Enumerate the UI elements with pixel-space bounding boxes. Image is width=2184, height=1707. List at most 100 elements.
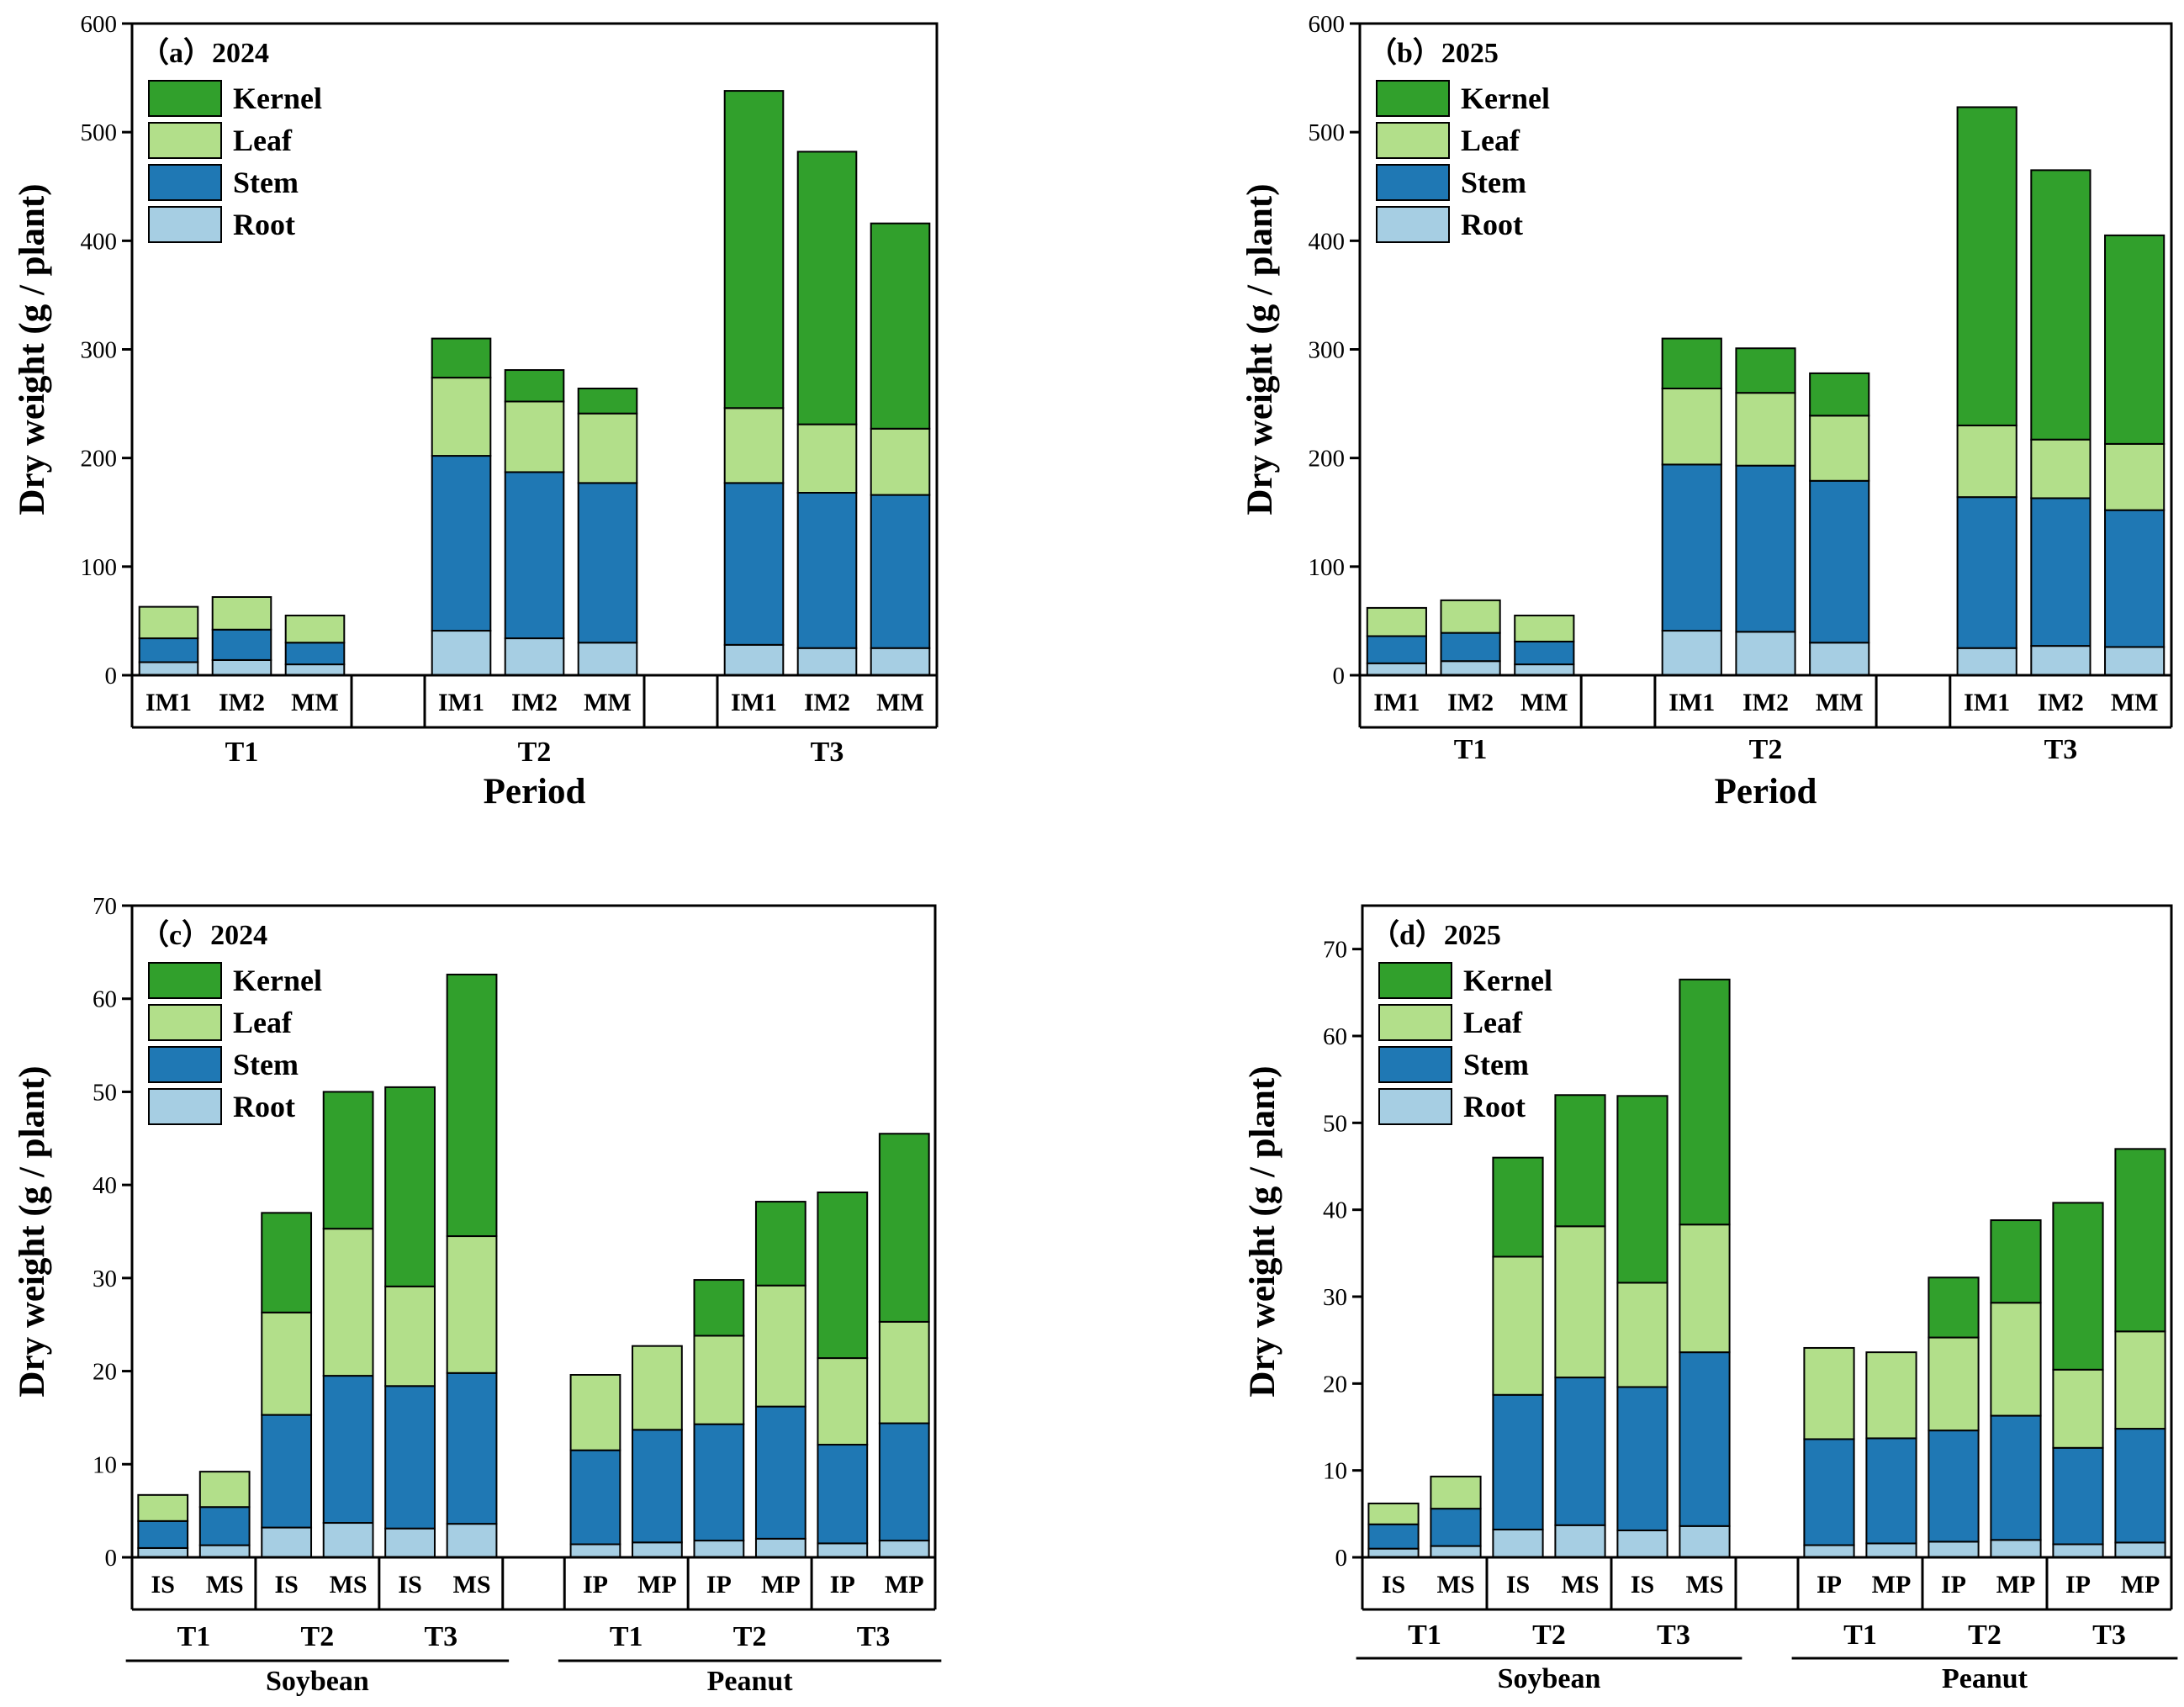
bar-segment-kernel	[1809, 372, 1870, 417]
plot-frame	[1361, 904, 2173, 1559]
legend: Kernel Leaf Stem Root	[148, 962, 322, 1125]
bar-segment-root	[384, 1527, 436, 1559]
group-label: T2	[1968, 1620, 2002, 1651]
bar-segment-root	[198, 1544, 251, 1559]
bar-segment-stem	[878, 1422, 930, 1542]
bar-segment-leaf	[1440, 599, 1501, 634]
category-label: MP	[1872, 1571, 1912, 1599]
bar-segment-leaf	[198, 1471, 251, 1509]
bar-segment-kernel	[446, 973, 498, 1238]
category-label: IP	[583, 1571, 608, 1599]
category-label: IM1	[1373, 689, 1420, 716]
category-label: MM	[291, 689, 339, 716]
group-label: T2	[1749, 734, 1783, 765]
group-label: T2	[1532, 1620, 1566, 1651]
bar-segment-stem	[211, 628, 272, 661]
y-tick-label: 50	[93, 1079, 117, 1106]
bar-segment-stem	[384, 1385, 436, 1530]
group-label: T1	[1454, 734, 1488, 765]
bar-segment-kernel	[2104, 234, 2165, 445]
y-tick-label: 600	[81, 11, 118, 38]
bar-segment-stem	[137, 1519, 189, 1549]
category-label: IM2	[1742, 689, 1789, 716]
bar-segment-root	[1735, 631, 1796, 676]
bar-segment-root	[569, 1543, 621, 1558]
bar-segment-root	[1679, 1525, 1731, 1559]
group-label: T3	[2092, 1620, 2126, 1651]
y-tick-label: 500	[1309, 119, 1346, 146]
category-label: IM1	[438, 689, 484, 716]
bar-segment-stem	[693, 1423, 745, 1542]
bar-segment-root	[2114, 1541, 2166, 1559]
bar-segment-stem	[796, 492, 858, 649]
bar-segment-leaf	[1492, 1255, 1544, 1396]
group-label: T2	[733, 1621, 767, 1652]
bar-segment-stem	[1679, 1351, 1731, 1527]
bar-segment-leaf	[693, 1334, 745, 1425]
bar-segment-leaf	[2052, 1368, 2104, 1449]
bar-segment-leaf	[632, 1345, 683, 1431]
crop-label: Peanut	[1942, 1663, 2028, 1694]
bar-segment-leaf	[211, 596, 272, 631]
bar-segment-stem	[504, 471, 565, 640]
bar-segment-root	[1492, 1528, 1544, 1559]
bar-segment-stem	[431, 455, 492, 632]
bar-segment-kernel	[577, 388, 638, 415]
bar-segment-stem	[261, 1414, 313, 1529]
bar-segment-leaf	[1735, 392, 1796, 467]
category-label: IM1	[145, 689, 192, 716]
category-label: MS	[1686, 1571, 1724, 1599]
bar-segment-root	[284, 663, 346, 676]
legend-swatch-leaf	[148, 1004, 222, 1041]
category-label: MM	[584, 689, 632, 716]
bar-segment-kernel	[1956, 106, 2017, 426]
chart-panel-d: 0 10 20 30 40 50 60 70 IS MS IS MS IS MS IP MP IP MP IP MP T…	[1243, 904, 2178, 1694]
legend-label-root: Root	[1461, 208, 1523, 241]
bar-segment-root	[693, 1540, 745, 1558]
y-tick-label: 500	[81, 119, 118, 146]
category-label: MP	[637, 1571, 677, 1599]
bar-segment-leaf	[2114, 1330, 2166, 1430]
category-label: IS	[1382, 1571, 1405, 1599]
bar-segment-root	[878, 1540, 930, 1558]
legend-swatch-root	[1376, 206, 1450, 243]
bar-segment-leaf	[138, 605, 199, 640]
group-label: T1	[225, 737, 259, 768]
category-label: IM2	[1447, 689, 1494, 716]
bar-segment-root	[1990, 1539, 2042, 1559]
legend-swatch-stem	[148, 1046, 222, 1083]
bar-segment-stem	[138, 637, 199, 663]
bar-segment-root	[577, 642, 638, 676]
category-label: IM1	[1964, 689, 2010, 716]
chart-panel-a: 0 100 200 300 400 500 600 IM1 IM2 MM IM1 IM2 MM IM1 IM…	[13, 11, 939, 811]
y-tick-label: 200	[81, 446, 118, 473]
legend-label-stem: Stem	[1461, 166, 1526, 199]
legend-swatch-stem	[1378, 1046, 1452, 1083]
bar-segment-leaf	[1865, 1351, 1917, 1440]
bar-segment-root	[211, 658, 272, 677]
category-label: IM2	[219, 689, 265, 716]
bar-segment-root	[138, 661, 199, 676]
bar-segment-kernel	[384, 1086, 436, 1287]
y-tick-label: 70	[1323, 937, 1347, 964]
bar-segment-leaf	[1554, 1225, 1606, 1379]
bar-segment-stem	[569, 1449, 621, 1546]
bar-segment-kernel	[1990, 1219, 2042, 1304]
bar-segment-root	[1865, 1542, 1917, 1559]
category-label: IS	[151, 1571, 175, 1599]
bar-segment-leaf	[569, 1374, 621, 1451]
bar-segment-root	[1514, 663, 1575, 676]
bar-segment-stem	[2114, 1428, 2166, 1544]
bar-segment-kernel	[1661, 337, 1722, 390]
y-tick-label: 0	[1335, 1545, 1348, 1572]
y-axis-title: Dry weight (g / plant)	[1243, 1065, 1282, 1397]
y-tick-label: 20	[1323, 1371, 1347, 1398]
category-label: IP	[706, 1571, 732, 1599]
bar-segment-kernel	[878, 1133, 930, 1323]
category-label: IM2	[511, 689, 558, 716]
bar-segment-stem	[322, 1375, 374, 1525]
category-label: MM	[2111, 689, 2159, 716]
bar-segment-root	[1661, 630, 1722, 677]
bar-segment-root	[796, 647, 858, 676]
y-tick-label: 600	[1309, 11, 1346, 38]
